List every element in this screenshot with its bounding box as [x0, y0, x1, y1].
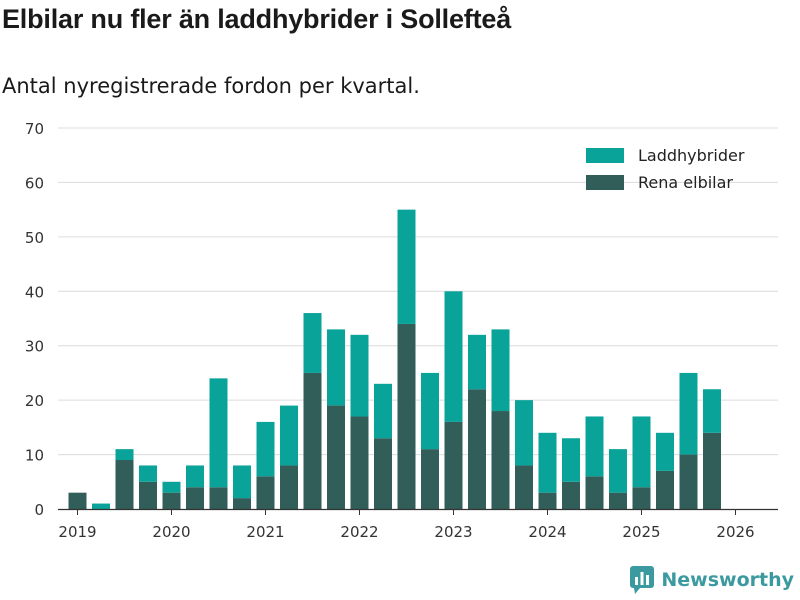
y-tick-label: 60	[25, 174, 44, 192]
bar-laddhybrider	[303, 313, 322, 373]
bar-rena-elbilar	[491, 411, 510, 509]
bar-rena-elbilar	[703, 432, 721, 509]
bar-laddhybrider	[139, 465, 157, 482]
bar-laddhybrider	[186, 465, 204, 488]
bar-laddhybrider	[280, 405, 298, 466]
y-tick-label: 20	[25, 392, 44, 410]
bar-rena-elbilar	[162, 492, 181, 509]
y-tick-label: 40	[25, 283, 44, 301]
bar-rena-elbilar	[397, 323, 416, 509]
bar-laddhybrider	[703, 389, 721, 433]
y-tick-label: 10	[25, 447, 44, 465]
bar-rena-elbilar	[609, 492, 627, 509]
bar-rena-elbilar	[68, 492, 87, 509]
bar-laddhybrider	[444, 291, 463, 422]
gridlines	[58, 127, 778, 456]
x-tick-label: 2026	[716, 523, 754, 541]
bar-laddhybrider	[374, 383, 392, 439]
bar-laddhybrider	[679, 372, 698, 455]
bar-laddhybrider	[538, 432, 557, 493]
legend-swatch	[586, 148, 624, 163]
x-tick-label: 2025	[622, 523, 660, 541]
brand-logo: Newsworthy	[630, 566, 794, 594]
bar-rena-elbilar	[186, 487, 204, 509]
y-tick-label: 70	[25, 120, 44, 138]
bar-laddhybrider	[656, 432, 674, 471]
bar-rena-elbilar	[374, 438, 392, 509]
x-tick-label: 2023	[434, 523, 472, 541]
bar-laddhybrider	[397, 209, 416, 324]
y-axis-tick-labels: 0 10 20 30 40 50 60 70	[25, 120, 44, 519]
bar-laddhybrider	[115, 449, 134, 461]
bar-rena-elbilar	[209, 487, 228, 509]
x-tick-label: 2022	[340, 523, 378, 541]
bar-chart-logo-icon	[630, 566, 655, 594]
chart-subtitle: Antal nyregistrerade fordon per kvartal.	[2, 74, 420, 98]
x-axis-tick-labels: 2019 2020 2021 2022 2023 2024 2025 2026	[58, 523, 754, 541]
x-tick-label: 2020	[152, 523, 190, 541]
bar-laddhybrider	[92, 503, 110, 509]
bar-rena-elbilar	[350, 416, 369, 509]
brand-name: Newsworthy	[661, 569, 794, 591]
bar-rena-elbilar	[679, 454, 698, 509]
bar-rena-elbilar	[256, 476, 275, 509]
bar-rena-elbilar	[632, 487, 651, 509]
bar-laddhybrider	[350, 334, 369, 417]
bar-rena-elbilar	[538, 492, 557, 509]
x-tick-label: 2019	[58, 523, 96, 541]
bar-rena-elbilar	[303, 372, 322, 509]
bar-rena-elbilar	[444, 421, 463, 509]
bar-laddhybrider	[327, 329, 345, 406]
bar-laddhybrider	[491, 329, 510, 412]
bar-laddhybrider	[468, 334, 486, 390]
legend: Laddhybrider Rena elbilar	[586, 146, 745, 192]
legend-label: Rena elbilar	[638, 173, 733, 192]
bar-laddhybrider	[256, 421, 275, 477]
chart-title: Elbilar nu fler än laddhybrider i Sollef…	[2, 4, 512, 34]
bar-rena-elbilar	[327, 405, 345, 509]
y-tick-label: 50	[25, 229, 44, 247]
bar-rena-elbilar	[468, 389, 486, 509]
legend-label: Laddhybrider	[638, 146, 745, 165]
y-tick-label: 0	[34, 501, 44, 519]
y-tick-label: 30	[25, 338, 44, 356]
bar-laddhybrider	[585, 416, 604, 477]
bar-laddhybrider	[421, 372, 439, 450]
bar-laddhybrider	[632, 416, 651, 488]
bar-rena-elbilar	[115, 460, 134, 509]
bar-laddhybrider	[609, 449, 627, 493]
bar-rena-elbilar	[233, 498, 251, 509]
bar-rena-elbilar	[421, 449, 439, 509]
x-tick-label: 2021	[246, 523, 284, 541]
bar-rena-elbilar	[656, 470, 674, 509]
x-axis	[58, 508, 778, 515]
bar-laddhybrider	[209, 378, 228, 488]
bar-rena-elbilar	[139, 481, 157, 509]
bar-laddhybrider	[162, 481, 181, 493]
bar-laddhybrider	[515, 400, 533, 466]
bar-rena-elbilar	[515, 465, 533, 509]
bar-rena-elbilar	[562, 481, 580, 509]
legend-swatch	[586, 175, 624, 190]
bars	[68, 209, 721, 509]
x-tick-label: 2024	[528, 523, 566, 541]
bar-laddhybrider	[233, 465, 251, 499]
bar-rena-elbilar	[280, 465, 298, 509]
bar-rena-elbilar	[585, 476, 604, 509]
bar-laddhybrider	[562, 438, 580, 482]
